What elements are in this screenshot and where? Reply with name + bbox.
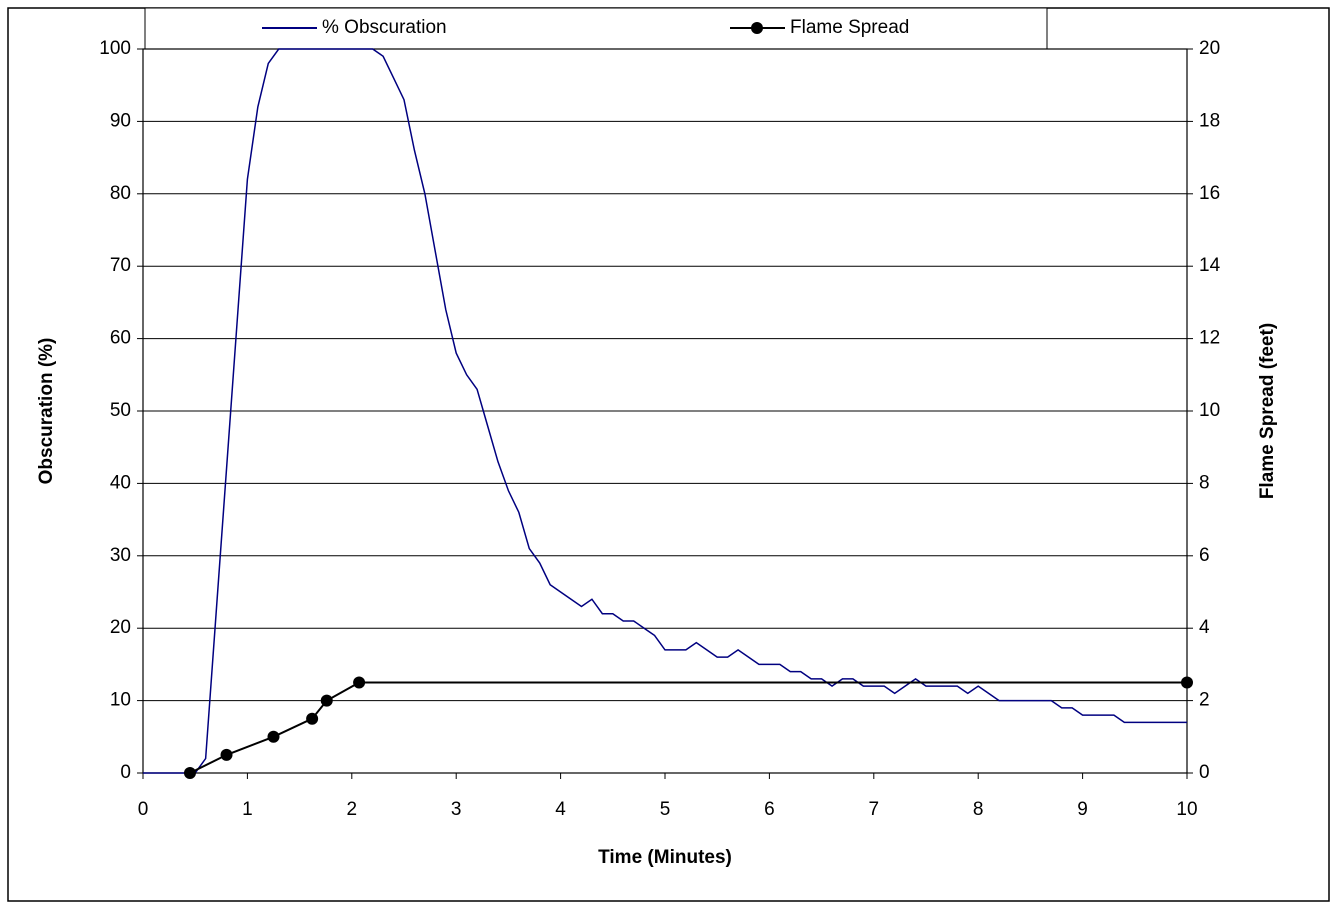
x-tick-label: 5 <box>660 799 671 820</box>
y-tick-label: 100 <box>99 38 131 59</box>
y2-tick-label: 18 <box>1199 110 1220 131</box>
y-tick-label: 40 <box>110 472 131 493</box>
y2-tick-label: 16 <box>1199 183 1220 204</box>
y-tick-label: 70 <box>110 255 131 276</box>
y2-tick-label: 14 <box>1199 255 1221 276</box>
legend-label: % Obscuration <box>322 17 447 38</box>
y2-tick-label: 0 <box>1199 762 1210 783</box>
chart-frame <box>7 7 1330 902</box>
y2-tick-label: 4 <box>1199 617 1210 638</box>
legend-marker <box>751 22 763 34</box>
x-tick-label: 9 <box>1077 799 1088 820</box>
x-tick-label: 2 <box>347 799 358 820</box>
x-tick-label: 7 <box>869 799 880 820</box>
series-marker <box>320 694 333 707</box>
x-tick-label: 0 <box>138 799 149 820</box>
y2-tick-label: 2 <box>1199 690 1210 711</box>
x-tick-label: 3 <box>451 799 462 820</box>
legend-label: Flame Spread <box>790 17 909 38</box>
y-tick-label: 50 <box>110 400 131 421</box>
y-tick-label: 30 <box>110 545 131 566</box>
y-tick-label: 80 <box>110 183 131 204</box>
y-tick-label: 90 <box>110 110 131 131</box>
y-tick-label: 20 <box>110 617 131 638</box>
y-tick-label: 60 <box>110 328 131 349</box>
plot-area <box>142 48 1188 774</box>
y2-axis-title: Flame Spread (feet) <box>1257 323 1278 499</box>
series-marker <box>220 748 233 761</box>
series-marker <box>306 712 319 725</box>
x-tick-label: 4 <box>555 799 566 820</box>
y2-tick-label: 10 <box>1199 400 1220 421</box>
x-tick-label: 6 <box>764 799 775 820</box>
y2-tick-label: 6 <box>1199 545 1210 566</box>
y2-tick-label: 12 <box>1199 328 1220 349</box>
y2-tick-label: 8 <box>1199 472 1210 493</box>
series-marker <box>353 676 366 689</box>
series-marker <box>267 730 280 743</box>
y-axis-title: Obscuration (%) <box>36 338 57 485</box>
x-tick-label: 1 <box>242 799 253 820</box>
y2-tick-label: 20 <box>1199 38 1220 59</box>
series-line <box>143 48 1187 774</box>
x-axis-title: Time (Minutes) <box>598 847 732 868</box>
series-marker <box>183 767 196 779</box>
series-marker <box>1181 676 1193 689</box>
x-tick-label: 10 <box>1176 799 1197 820</box>
y-tick-label: 0 <box>120 762 131 783</box>
y-tick-label: 10 <box>110 690 131 711</box>
x-tick-label: 8 <box>973 799 984 820</box>
